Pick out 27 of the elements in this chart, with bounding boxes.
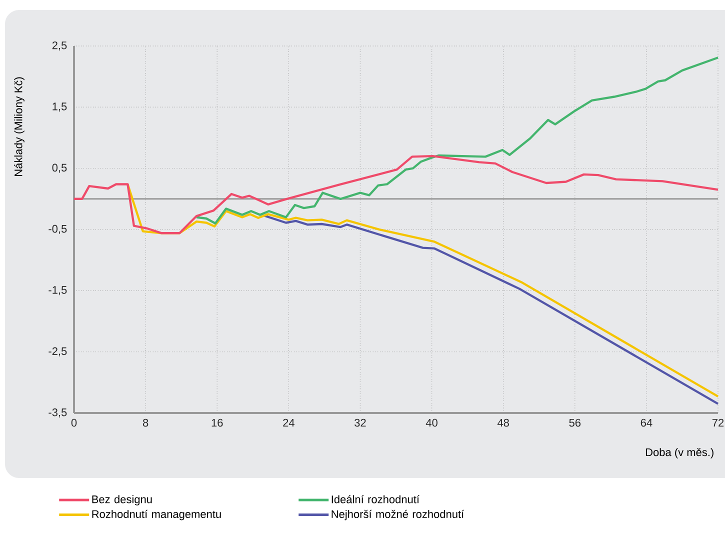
y-tick-label: 1,5 [52, 102, 67, 112]
line-series [126, 183, 720, 398]
line-series [195, 56, 720, 224]
x-tick-label: 48 [497, 418, 509, 427]
x-tick-label: 72 [712, 418, 724, 427]
line-series [262, 214, 720, 405]
x-tick-label: 24 [283, 418, 294, 427]
x-tick-label: 56 [569, 418, 581, 427]
y-tick-label: -1,5 [48, 286, 67, 296]
y-tick-label: 0,5 [52, 164, 67, 173]
y-tick-label: -2,5 [48, 347, 67, 356]
line-series [72, 154, 720, 234]
y-tick-label: -0,5 [48, 224, 67, 234]
x-axis-title: Doba (v měs.) [646, 448, 714, 458]
x-tick-label: 16 [212, 418, 223, 427]
x-tick-label: 0 [71, 418, 77, 427]
legend-label: Ideální rozhodnutí [332, 495, 420, 504]
x-tick-label: 32 [354, 418, 366, 427]
y-tick-label: -3,5 [48, 408, 67, 418]
x-tick-label: 64 [640, 418, 652, 427]
legend-label: Bez designu [92, 495, 152, 506]
x-tick-label: 40 [426, 418, 438, 427]
legend-label: Rozhodnutí managementu [92, 510, 221, 520]
legend-label: Nejhorší možné rozhodnutí [332, 510, 464, 520]
y-axis-title: Náklady (Miliony Kč) [14, 77, 24, 176]
y-tick-label: 2,5 [52, 41, 67, 51]
x-tick-label: 8 [142, 418, 148, 427]
